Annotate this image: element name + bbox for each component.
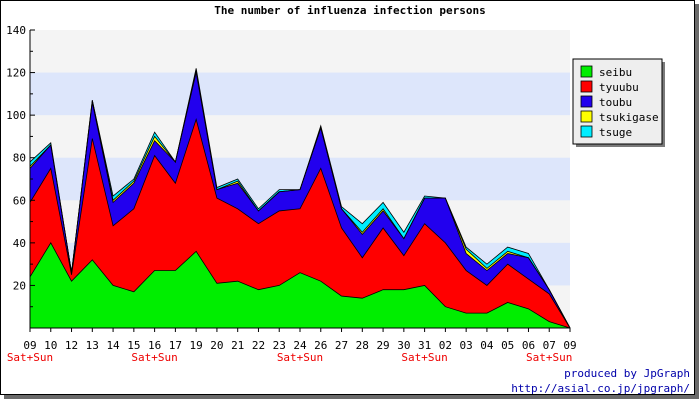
y-tick-label: 20 — [13, 279, 26, 292]
line-seibu — [29, 242, 571, 329]
weekend-label: Sat+Sun — [526, 351, 572, 364]
credit-line-1: produced by JpGraph — [564, 367, 690, 380]
area-toubu — [30, 72, 570, 328]
legend-swatch-tsuge — [580, 125, 593, 138]
x-tick-label: 21 — [231, 339, 244, 352]
y-tick-label: 140 — [6, 24, 26, 37]
area-tyuubu — [30, 119, 570, 329]
area-seibu — [30, 242, 570, 328]
x-tick-label: 26 — [314, 339, 327, 352]
y-tick-label: 80 — [13, 152, 26, 165]
legend-label-tyuubu: tyuubu — [599, 81, 639, 94]
x-tick-label: 13 — [86, 339, 99, 352]
x-tick-label: 23 — [273, 339, 286, 352]
x-tick-label: 27 — [335, 339, 348, 352]
x-tick-label: 20 — [210, 339, 223, 352]
weekend-label: Sat+Sun — [277, 351, 323, 364]
x-tick-label: 09 — [563, 339, 576, 352]
legend-swatch-tyuubu — [580, 80, 593, 93]
weekend-label: Sat+Sun — [401, 351, 447, 364]
x-tick-label: 17 — [169, 339, 182, 352]
legend-label-seibu: seibu — [599, 66, 632, 79]
x-tick-label: 31 — [418, 339, 431, 352]
x-tick-label: 19 — [190, 339, 203, 352]
line-tsuge — [29, 68, 571, 329]
legend-swatch-tsukigase — [580, 110, 593, 123]
x-tick-label: 03 — [460, 339, 473, 352]
line-tyuubu — [29, 117, 571, 329]
y-tick-label: 40 — [13, 237, 26, 250]
x-tick-label: 15 — [127, 339, 140, 352]
weekend-label: Sat+Sun — [7, 351, 53, 364]
x-tick-label: 12 — [65, 339, 78, 352]
x-tick-label: 28 — [356, 339, 369, 352]
y-tick-label: 60 — [13, 194, 26, 207]
x-tick-label: 09 — [23, 339, 36, 352]
x-tick-label: 07 — [543, 339, 556, 352]
x-tick-label: 05 — [501, 339, 514, 352]
credit-text: produced by JpGraph http://asial.co.jp/j… — [511, 366, 690, 396]
x-tick-label: 10 — [44, 339, 57, 352]
x-tick-label: 02 — [439, 339, 452, 352]
legend-label-toubu: toubu — [599, 96, 632, 109]
x-tick-label: 30 — [397, 339, 410, 352]
x-tick-label: 24 — [293, 339, 307, 352]
x-tick-label: 14 — [106, 339, 120, 352]
credit-line-2: http://asial.co.jp/jpgraph/ — [511, 382, 690, 395]
x-tick-label: 29 — [376, 339, 389, 352]
x-tick-label: 22 — [252, 339, 265, 352]
x-tick-label: 04 — [480, 339, 494, 352]
legend-swatch-seibu — [580, 65, 593, 78]
x-tick-label: 06 — [522, 339, 535, 352]
grid-band — [30, 72, 570, 116]
y-tick-label: 100 — [6, 109, 26, 122]
chart-title: The number of influenza infection person… — [214, 4, 486, 17]
legend-label-tsuge: tsuge — [599, 126, 632, 139]
y-tick-label: 120 — [6, 67, 26, 80]
weekend-label: Sat+Sun — [131, 351, 177, 364]
legend-swatch-toubu — [580, 95, 593, 108]
legend-label-tsukigase: tsukigase — [599, 111, 659, 124]
x-tick-label: 16 — [148, 339, 161, 352]
